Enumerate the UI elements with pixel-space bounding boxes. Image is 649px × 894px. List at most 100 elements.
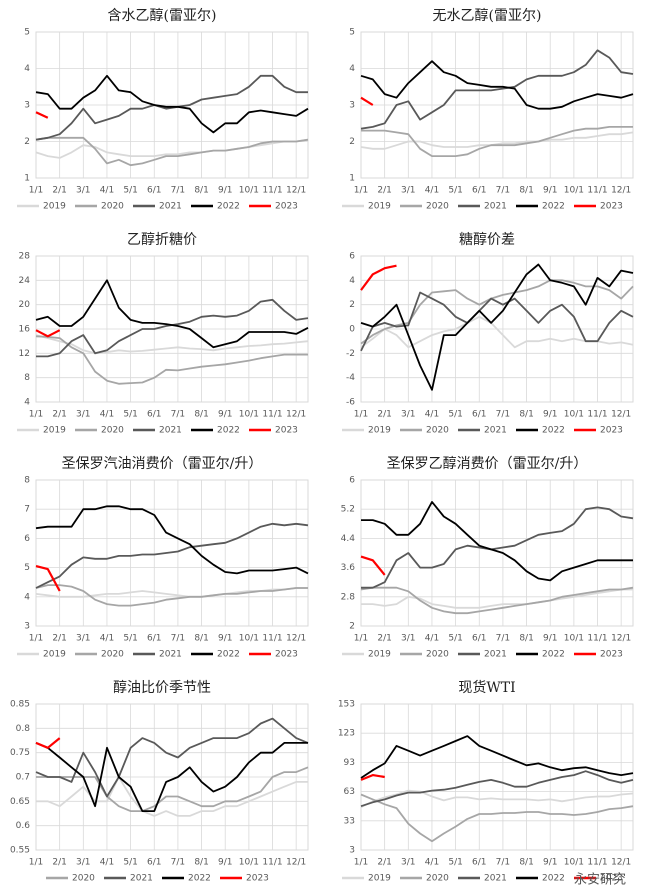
series-line (35, 136, 309, 167)
series-line (360, 96, 374, 106)
y-tick-label: 8 (24, 476, 30, 486)
x-tick-label: 8/1 (519, 858, 533, 868)
legend-label: 2019 (43, 202, 66, 212)
y-tick-label: 5 (24, 563, 30, 573)
legend-label: 2020 (101, 202, 124, 212)
y-tick-label: 0.6 (16, 821, 31, 831)
x-tick-label: 8/1 (519, 410, 533, 420)
chart-title: 无水乙醇(雷亚尔) (433, 7, 542, 24)
legend-label: 2022 (542, 202, 565, 212)
series-line (360, 793, 634, 843)
y-tick-label: -2 (346, 349, 355, 359)
chart-title: 乙醇折糖价 (127, 231, 197, 248)
legend-label: 2023 (275, 426, 298, 436)
y-tick-label: 6 (349, 476, 355, 486)
y-tick-label: 3 (349, 101, 355, 111)
legend-label: 2023 (246, 874, 269, 884)
x-tick-label: 6/1 (472, 186, 486, 196)
series-line (35, 74, 308, 141)
x-tick-label: 5/1 (448, 186, 462, 196)
x-tick-label: 12/1 (611, 858, 631, 868)
x-tick-label: 4/1 (100, 634, 114, 644)
x-tick-label: 10/1 (239, 634, 259, 644)
series-line (360, 770, 634, 808)
x-tick-label: 8/1 (194, 186, 208, 196)
legend-label: 2019 (368, 874, 391, 884)
x-tick-label: 9/1 (543, 186, 557, 196)
y-tick-label: 0.75 (10, 748, 30, 758)
x-tick-label: 11/1 (262, 186, 282, 196)
x-tick-label: 3/1 (76, 858, 90, 868)
legend-label: 2020 (101, 426, 124, 436)
legend-label: 2021 (130, 874, 153, 884)
x-tick-label: 11/1 (587, 634, 607, 644)
x-tick-label: 4/1 (425, 634, 439, 644)
series-line (360, 263, 634, 391)
y-tick-label: 6 (24, 534, 30, 544)
x-tick-label: 4/1 (425, 186, 439, 196)
y-tick-label: 28 (19, 252, 31, 262)
x-tick-label: 1/1 (29, 634, 43, 644)
y-tick-label: -6 (346, 398, 355, 408)
y-tick-label: 123 (338, 729, 355, 739)
series-line (35, 505, 309, 575)
x-tick-label: 1/1 (29, 186, 43, 196)
y-tick-label: 4 (349, 276, 355, 286)
chart-title: 圣保罗乙醇消费价（雷亚尔/升） (387, 455, 588, 472)
series-line (35, 111, 49, 119)
y-tick-label: 2 (24, 137, 30, 147)
y-tick-label: 4 (24, 592, 30, 602)
x-tick-label: 4/1 (425, 858, 439, 868)
y-tick-label: 5 (349, 28, 355, 38)
plot-frame (35, 479, 309, 627)
legend-label: 2022 (542, 650, 565, 660)
x-tick-label: 9/1 (218, 186, 232, 196)
series-line (360, 60, 634, 110)
legend-label: 2022 (217, 650, 240, 660)
x-tick-label: 2/1 (377, 410, 391, 420)
x-tick-label: 6/1 (147, 858, 161, 868)
x-tick-label: 7/1 (171, 186, 185, 196)
x-tick-label: 9/1 (543, 634, 557, 644)
legend-label: 2022 (217, 426, 240, 436)
y-tick-label: 5.2 (341, 505, 355, 515)
x-tick-label: 5/1 (448, 410, 462, 420)
y-tick-label: 3.6 (341, 563, 356, 573)
x-tick-label: 3/1 (76, 186, 90, 196)
legend-label: 2020 (426, 874, 449, 884)
y-tick-label: 16 (19, 325, 31, 335)
series-line (360, 735, 634, 779)
x-tick-label: 7/1 (496, 410, 510, 420)
x-tick-label: 7/1 (171, 634, 185, 644)
x-tick-label: 10/1 (239, 858, 259, 868)
x-tick-label: 5/1 (123, 858, 137, 868)
plot-frame (360, 31, 634, 179)
legend-label: 2021 (484, 650, 507, 660)
series-line (36, 776, 308, 817)
x-tick-label: 9/1 (543, 858, 557, 868)
x-tick-label: 12/1 (286, 634, 306, 644)
x-tick-label: 11/1 (262, 410, 282, 420)
y-tick-label: 2 (349, 300, 355, 310)
x-tick-label: 6/1 (147, 410, 161, 420)
plot-frame (360, 703, 634, 851)
y-tick-label: 4 (349, 64, 355, 74)
x-tick-label: 5/1 (123, 634, 137, 644)
y-tick-label: 0.85 (10, 700, 30, 710)
y-tick-label: 0.8 (16, 724, 31, 734)
legend-label: 2022 (542, 874, 565, 884)
chart-title: 现货WTI (458, 679, 515, 696)
series-line (360, 291, 634, 352)
x-tick-label: 1/1 (29, 858, 43, 868)
series-line (35, 329, 61, 338)
legend-label: 2021 (159, 426, 182, 436)
x-tick-label: 8/1 (194, 858, 208, 868)
x-tick-label: 6/1 (147, 186, 161, 196)
legend-label: 2020 (426, 426, 449, 436)
x-tick-label: 4/1 (425, 410, 439, 420)
x-tick-label: 2/1 (377, 186, 391, 196)
x-tick-label: 3/1 (401, 410, 415, 420)
x-tick-label: 3/1 (401, 186, 415, 196)
x-tick-label: 10/1 (564, 634, 584, 644)
legend-label: 2019 (43, 650, 66, 660)
